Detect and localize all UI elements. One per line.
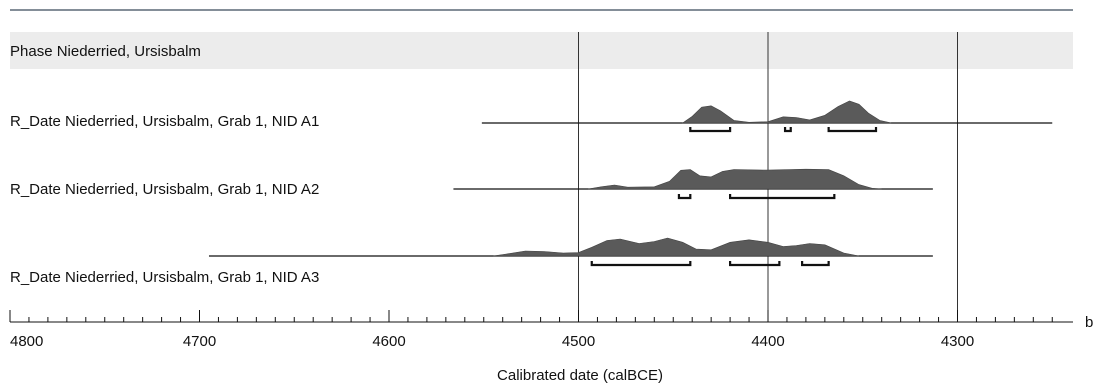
phase-band [10,32,1073,69]
x-tick-label: 4400 [751,333,784,350]
series-row-3: R_Date Niederried, Ursisbalm, Grab 1, NI… [10,237,933,286]
series-label: R_Date Niederried, Ursisbalm, Grab 1, NI… [10,269,319,286]
hpd-bracket [729,261,781,267]
series-label: R_Date Niederried, Ursisbalm, Grab 1, NI… [10,181,319,198]
x-tick-label: 4600 [372,333,405,350]
x-axis-title: Calibrated date (calBCE) [497,367,663,384]
hpd-bracket [689,127,732,133]
hpd-bracket [729,194,836,200]
hpd-bracket [677,194,692,200]
hpd-bracket [783,127,792,133]
series-row-1: R_Date Niederried, Ursisbalm, Grab 1, NI… [10,100,1053,133]
x-tick-label: 4700 [183,333,216,350]
x-axis: 4800 4700 4600 4500 4400 4300 b [9,310,1093,350]
series-row-2: R_Date Niederried, Ursisbalm, Grab 1, NI… [10,168,933,200]
phase-label: Phase Niederried, Ursisbalm [10,43,201,60]
density-curve [587,168,882,190]
series-label: R_Date Niederried, Ursisbalm, Grab 1, NI… [10,113,319,130]
hpd-bracket [801,261,830,267]
x-tick-label: 4300 [941,333,974,350]
series-rows: R_Date Niederried, Ursisbalm, Grab 1, NI… [10,100,1053,286]
density-curve [493,237,860,257]
hpd-bracket [590,261,692,267]
hpd-bracket [827,127,878,133]
x-tick-label: 4800 [10,333,43,350]
x-tick-label: 4500 [562,333,595,350]
density-curve [681,100,892,124]
axis-end-label: b [1085,314,1093,331]
